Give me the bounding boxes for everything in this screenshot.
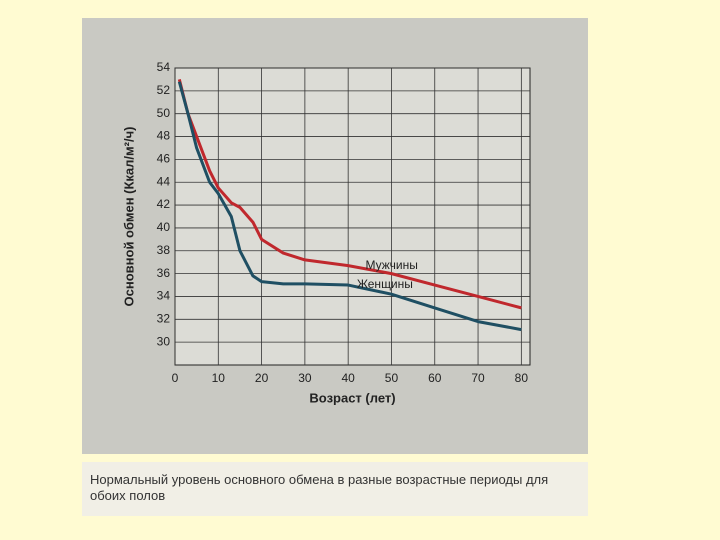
y-tick-label: 48 (157, 129, 171, 143)
y-tick-label: 36 (157, 266, 171, 280)
series-label: Женщины (357, 277, 413, 291)
y-tick-label: 46 (157, 152, 171, 166)
y-tick-label: 42 (157, 197, 171, 211)
y-tick-label: 50 (157, 106, 171, 120)
series-line (177, 79, 522, 310)
series-line (177, 81, 522, 332)
y-tick-label: 34 (157, 289, 171, 303)
x-tick-label: 30 (298, 371, 312, 385)
x-tick-label: 60 (428, 371, 442, 385)
series-label: Мужчины (365, 258, 417, 272)
x-axis-label: Возраст (лет) (309, 390, 395, 405)
x-tick-label: 10 (212, 371, 226, 385)
y-tick-label: 32 (157, 311, 171, 325)
y-tick-label: 38 (157, 243, 171, 257)
y-tick-label: 54 (157, 60, 171, 74)
y-axis-label: Основной обмен (Ккал/м²/ч) (121, 127, 136, 307)
x-tick-label: 0 (172, 371, 179, 385)
y-tick-label: 52 (157, 83, 171, 97)
x-tick-label: 80 (515, 371, 529, 385)
y-tick-label: 40 (157, 220, 171, 234)
y-tick-label: 30 (157, 334, 171, 348)
y-tick-label: 44 (157, 174, 171, 188)
x-tick-label: 50 (385, 371, 399, 385)
x-tick-label: 20 (255, 371, 269, 385)
caption: Нормальный уровень основного обмена в ра… (82, 462, 588, 516)
x-tick-label: 70 (471, 371, 485, 385)
x-tick-label: 40 (341, 371, 355, 385)
